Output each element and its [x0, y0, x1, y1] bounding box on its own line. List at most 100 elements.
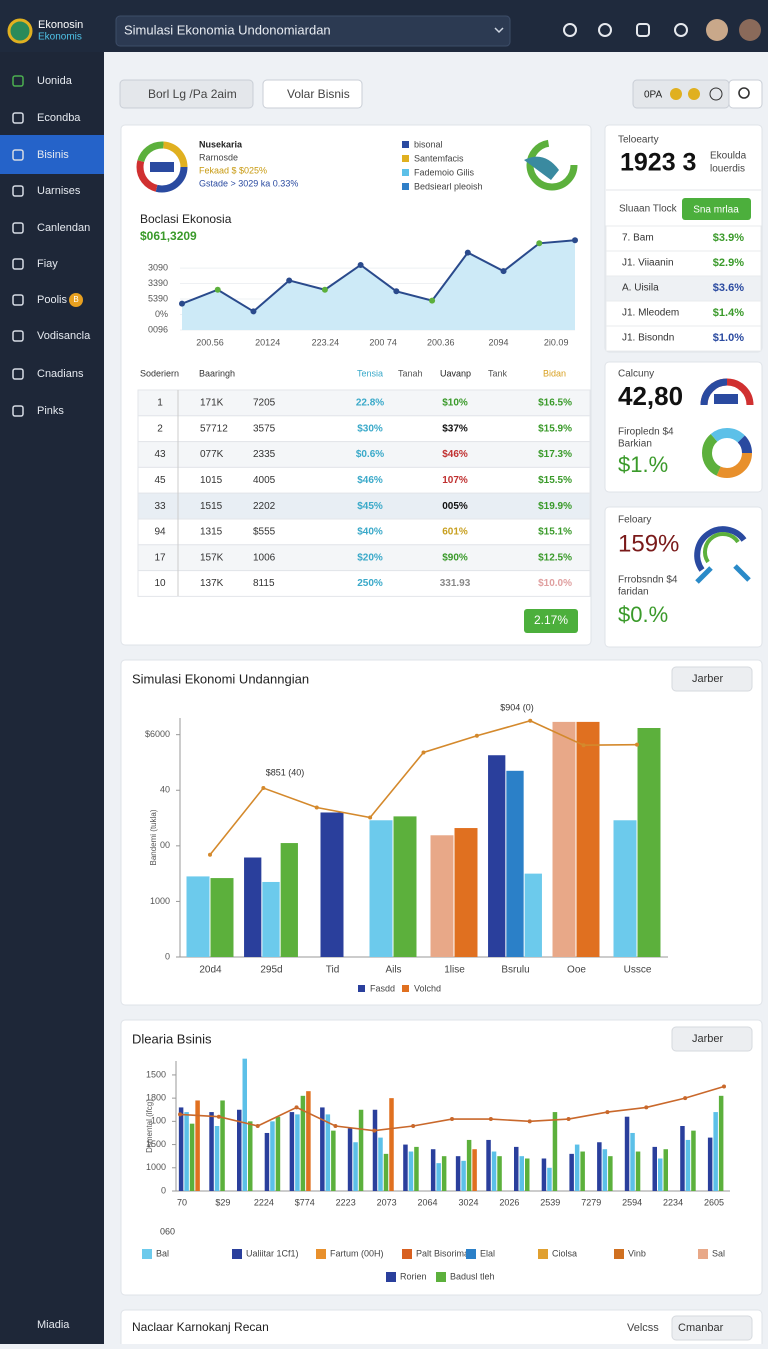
bar — [680, 1126, 685, 1191]
search-box[interactable] — [115, 15, 511, 47]
point — [566, 1117, 571, 1122]
y-tick-label: $6000 — [145, 729, 170, 739]
bar — [491, 1151, 497, 1191]
button[interactable] — [671, 1026, 753, 1052]
avatar[interactable] — [706, 19, 728, 41]
button[interactable] — [671, 666, 753, 692]
icon — [670, 88, 682, 100]
table-cell: 22.8% — [356, 398, 384, 409]
label: Gstade > 3029 ka 0.33% — [199, 178, 298, 188]
table-cell: 3575 — [253, 423, 276, 434]
bar — [624, 1116, 630, 1191]
x-tick-label: 2073 — [377, 1197, 397, 1207]
table-cell: $0.6% — [356, 449, 384, 460]
point — [179, 300, 185, 307]
label: Fekaad $ $025% — [199, 165, 267, 175]
button[interactable] — [682, 198, 751, 220]
x-tick-label: Ails — [385, 965, 401, 976]
label: Borl Lg /Pa 2aim — [148, 87, 237, 101]
action-button[interactable] — [262, 79, 363, 109]
table-cell: $15.9% — [538, 423, 572, 434]
y-tick-label: 00 — [160, 840, 170, 850]
filter-button[interactable] — [119, 79, 254, 109]
x-tick-label: 20d4 — [199, 965, 222, 976]
bar — [713, 1112, 718, 1191]
point — [527, 1119, 532, 1124]
dropdown-arrow — [494, 27, 504, 34]
nav-item: Uarnises — [37, 185, 81, 197]
search-button[interactable] — [728, 79, 763, 109]
table-cell: 1315 — [200, 527, 223, 538]
x-tick-label: 2i0.09 — [544, 337, 569, 347]
point — [411, 1124, 416, 1128]
legend-label: Ualiitar 1Cf1) — [246, 1248, 299, 1258]
x-tick-label: 2026 — [499, 1197, 519, 1207]
label: $1.4% — [713, 307, 744, 319]
card-title: Naclaar Karnokanj Recan — [132, 1320, 269, 1334]
table-cell: $37% — [442, 423, 468, 434]
stat-change: $1.% — [618, 452, 668, 477]
x-tick-label: $774 — [295, 1197, 315, 1207]
point — [372, 1128, 377, 1133]
nav-icon — [12, 222, 24, 234]
point — [314, 805, 319, 810]
table-cell: $30% — [357, 423, 383, 434]
bar — [524, 873, 542, 957]
bar — [685, 1139, 691, 1191]
avatar[interactable] — [739, 19, 761, 41]
icon[interactable] — [598, 23, 612, 37]
point — [683, 1096, 688, 1101]
legend-label: Bedsiearl pleoish — [414, 181, 483, 191]
bar — [455, 1156, 461, 1191]
x-tick-label: 2094 — [488, 337, 508, 347]
stat-value: 1923 3 — [620, 149, 696, 177]
bar — [514, 1146, 519, 1191]
table-cell: 171K — [200, 398, 224, 409]
bar — [306, 1091, 311, 1191]
ring — [136, 141, 188, 193]
bar — [383, 1153, 389, 1191]
point — [429, 297, 436, 304]
annotation: $904 (0) — [500, 702, 534, 712]
icon[interactable] — [674, 23, 688, 37]
label: $3.6% — [713, 282, 744, 294]
point — [357, 261, 364, 268]
legend-swatch — [358, 985, 365, 992]
nav-icon — [12, 330, 24, 342]
icon[interactable] — [563, 23, 577, 37]
stat-value: 42,80 — [618, 381, 683, 411]
legend-label: Rorien — [400, 1271, 427, 1281]
bar — [580, 1151, 585, 1191]
y-tick-label: 1500 — [146, 1139, 166, 1149]
label: Feloary — [618, 515, 651, 526]
bar — [597, 1142, 602, 1191]
x-tick-label: 20124 — [255, 337, 280, 347]
line — [181, 239, 576, 313]
ring — [136, 141, 188, 193]
legend-swatch — [142, 1249, 152, 1259]
icon[interactable] — [636, 23, 650, 37]
bar — [289, 1112, 295, 1191]
label: 0PA — [644, 90, 662, 101]
x-tick-label: 223.24 — [312, 337, 340, 347]
table-header: Tanah — [398, 368, 423, 378]
nav-item: Pinks — [37, 405, 64, 417]
bar — [320, 1107, 325, 1191]
point — [208, 852, 212, 857]
stat-row — [605, 250, 762, 277]
table-cell: 250% — [357, 578, 383, 589]
legend-swatch — [466, 1249, 476, 1259]
point — [722, 1084, 726, 1089]
footer-card — [120, 1309, 763, 1349]
bar — [403, 1144, 408, 1191]
nav-icon — [12, 149, 24, 161]
gauge — [700, 378, 728, 406]
table-cell: 57712 — [200, 423, 228, 434]
search-text: Simulasi Ekonomia Undonomiardan — [124, 22, 331, 37]
axis-label: Bandemi (tukla) — [149, 809, 158, 865]
button[interactable] — [671, 1315, 753, 1341]
table-cell: 45 — [154, 475, 166, 486]
table-cell: 137K — [200, 578, 224, 589]
label: Nusekaria — [199, 139, 243, 149]
table-cell: 005% — [442, 501, 468, 512]
